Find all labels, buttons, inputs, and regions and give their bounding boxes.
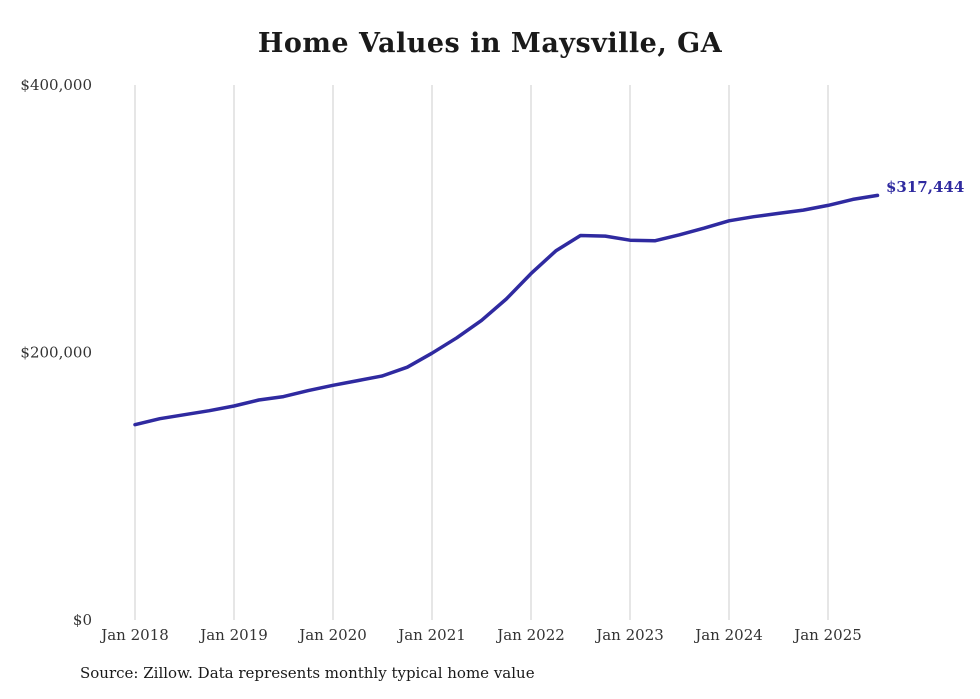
y-tick-label: $0 [73, 611, 92, 629]
x-tick-label: Jan 2021 [396, 626, 466, 644]
x-tick-label: Jan 2019 [198, 626, 268, 644]
x-tick-label: Jan 2025 [792, 626, 862, 644]
x-tick-label: Jan 2022 [495, 626, 565, 644]
latest-value-label: $317,444 [886, 178, 965, 196]
value-line [133, 193, 880, 427]
y-tick-label: $400,000 [20, 76, 92, 94]
y-tick-label: $200,000 [20, 344, 92, 362]
x-tick-label: Jan 2020 [297, 626, 367, 644]
x-tick-label: Jan 2023 [594, 626, 664, 644]
source-note: Source: Zillow. Data represents monthly … [80, 664, 535, 682]
x-tick-label: Jan 2024 [693, 626, 763, 644]
chart-title: Home Values in Maysville, GA [257, 28, 723, 59]
x-tick-label: Jan 2018 [99, 626, 169, 644]
